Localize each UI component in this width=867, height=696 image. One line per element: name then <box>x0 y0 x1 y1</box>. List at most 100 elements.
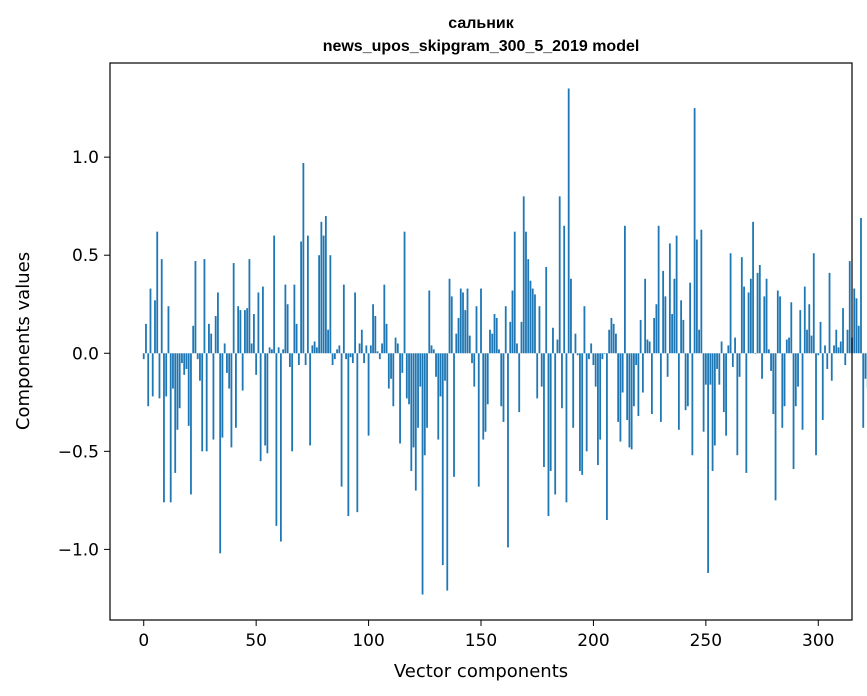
bar-244 <box>691 353 694 456</box>
bar-36 <box>223 343 226 354</box>
bar-77 <box>315 347 318 354</box>
bar-62 <box>282 349 285 354</box>
bar-16 <box>178 353 181 409</box>
bar-167 <box>518 353 521 413</box>
bar-89 <box>342 284 345 354</box>
bar-272 <box>754 353 757 354</box>
bar-252 <box>709 353 712 385</box>
bar-131 <box>437 353 440 440</box>
bar-308 <box>835 329 838 354</box>
bar-53 <box>262 286 264 354</box>
bar-281 <box>774 353 777 501</box>
bar-39 <box>230 353 233 448</box>
bar-279 <box>770 353 772 371</box>
bar-121 <box>414 353 417 491</box>
bar-9 <box>163 353 165 503</box>
bar-105 <box>378 353 381 360</box>
bar-66 <box>291 353 294 452</box>
bar-116 <box>403 231 406 354</box>
bar-213 <box>621 353 624 393</box>
bar-280 <box>772 353 775 415</box>
bar-202 <box>597 353 599 466</box>
bar-101 <box>369 345 372 354</box>
bar-115 <box>401 353 404 373</box>
bar-259 <box>725 353 727 436</box>
bar-93 <box>351 353 354 364</box>
bar-1 <box>145 323 147 354</box>
bar-130 <box>435 353 437 377</box>
bar-317 <box>855 298 858 354</box>
bar-68 <box>295 323 298 354</box>
bar-288 <box>790 302 793 354</box>
bar-81 <box>324 215 327 354</box>
bar-230 <box>659 353 662 422</box>
bar-61 <box>279 353 282 542</box>
bar-200 <box>592 353 595 366</box>
bar-90 <box>345 353 347 360</box>
bar-33 <box>217 292 219 354</box>
bar-283 <box>779 296 781 354</box>
bar-48 <box>250 343 253 354</box>
bar-249 <box>702 353 705 432</box>
bar-217 <box>630 353 633 450</box>
bar-267 <box>743 286 745 354</box>
bar-212 <box>619 353 622 442</box>
bar-193 <box>576 353 579 356</box>
bar-64 <box>286 304 289 354</box>
bar-0 <box>142 353 145 360</box>
bar-210 <box>615 333 617 354</box>
bar-32 <box>214 316 217 354</box>
bar-117 <box>405 353 408 399</box>
bar-158 <box>498 349 500 354</box>
bar-141 <box>459 288 462 354</box>
bar-65 <box>288 353 291 367</box>
bar-301 <box>819 321 822 354</box>
bar-276 <box>763 296 766 354</box>
bar-124 <box>421 353 424 595</box>
bar-95 <box>356 353 359 513</box>
bar-303 <box>824 345 826 354</box>
bar-127 <box>428 290 431 354</box>
bar-135 <box>446 353 449 591</box>
bar-240 <box>682 319 685 354</box>
bar-106 <box>381 343 383 354</box>
bar-58 <box>273 235 276 354</box>
bar-67 <box>293 284 296 354</box>
bar-289 <box>792 353 795 469</box>
bar-198 <box>588 353 590 360</box>
bar-150 <box>480 288 482 354</box>
bar-148 <box>475 306 478 354</box>
bar-294 <box>803 286 806 354</box>
bar-246 <box>695 239 698 354</box>
bar-248 <box>700 229 703 354</box>
bar-206 <box>606 353 608 520</box>
bar-28 <box>205 353 208 452</box>
y-axis-ticks: −1.0 −0.5 0.0 0.5 1.0 <box>58 148 110 560</box>
bar-159 <box>500 353 503 407</box>
bar-74 <box>309 353 312 446</box>
bar-250 <box>704 353 707 385</box>
bar-45 <box>244 310 246 354</box>
bar-42 <box>237 306 240 354</box>
bar-151 <box>482 353 485 440</box>
bar-128 <box>430 345 433 354</box>
chart-title-line2: news_upos_skipgram_300_5_2019 model <box>323 38 640 55</box>
bar-156 <box>493 314 496 354</box>
bar-264 <box>736 353 739 456</box>
bar-166 <box>516 343 518 354</box>
bar-87 <box>338 345 341 354</box>
bar-164 <box>511 290 514 354</box>
bar-251 <box>707 353 709 573</box>
bar-229 <box>657 225 660 354</box>
bar-30 <box>210 333 213 354</box>
bar-233 <box>666 353 669 377</box>
bar-254 <box>713 353 716 446</box>
bar-152 <box>484 353 487 432</box>
bar-183 <box>554 353 557 495</box>
y-tick-label: 0.0 <box>72 344 99 364</box>
bar-223 <box>644 278 647 354</box>
bar-234 <box>668 243 671 354</box>
bar-231 <box>662 270 665 354</box>
